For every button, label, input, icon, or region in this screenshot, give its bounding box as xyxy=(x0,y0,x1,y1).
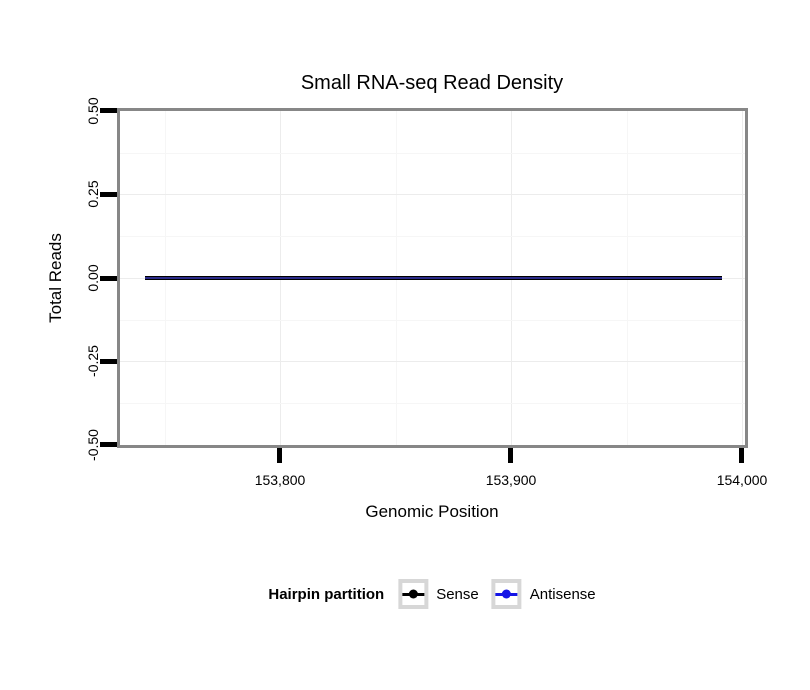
gridline-y-minor xyxy=(120,320,745,321)
y-axis-tick xyxy=(100,359,117,364)
y-tick-label: -0.25 xyxy=(85,345,101,377)
y-tick-label: 0.50 xyxy=(85,97,101,125)
legend-label-sense: Sense xyxy=(436,585,479,603)
x-tick-label: 153,800 xyxy=(254,472,306,488)
chart-title: Small RNA-seq Read Density xyxy=(300,72,564,94)
x-axis-tick xyxy=(508,448,513,463)
y-tick-label: -0.50 xyxy=(85,429,101,461)
y-axis-title: Total Reads xyxy=(46,233,65,323)
plot-panel xyxy=(117,108,748,448)
series-line-sense xyxy=(145,276,722,280)
legend-key-antisense xyxy=(491,579,522,609)
x-axis-tick xyxy=(739,448,744,463)
x-axis-tick xyxy=(277,448,282,463)
gridline-y-major xyxy=(120,194,745,195)
gridline-y-minor xyxy=(120,403,745,404)
y-axis-tick xyxy=(100,442,117,447)
antisense-point-icon xyxy=(502,589,512,599)
legend: Hairpin partition Sense Antisense xyxy=(268,579,596,609)
legend-title: Hairpin partition xyxy=(268,585,385,603)
x-axis-title: Genomic Position xyxy=(365,502,499,521)
y-tick-label: 0.25 xyxy=(85,180,101,208)
gridline-y-minor xyxy=(120,236,745,237)
legend-label-antisense: Antisense xyxy=(529,585,596,603)
series-line-antisense xyxy=(145,277,722,279)
x-tick-label: 154,000 xyxy=(716,472,768,488)
gridline-y-minor xyxy=(120,153,745,154)
y-axis-tick xyxy=(100,276,117,281)
gridline-y-major xyxy=(120,361,745,362)
x-tick-label: 153,900 xyxy=(485,472,537,488)
y-axis-tick xyxy=(100,192,117,197)
y-axis-tick xyxy=(100,108,117,113)
sense-point-icon xyxy=(408,589,418,599)
y-tick-label: 0.00 xyxy=(85,264,101,292)
legend-key-sense xyxy=(398,579,429,609)
